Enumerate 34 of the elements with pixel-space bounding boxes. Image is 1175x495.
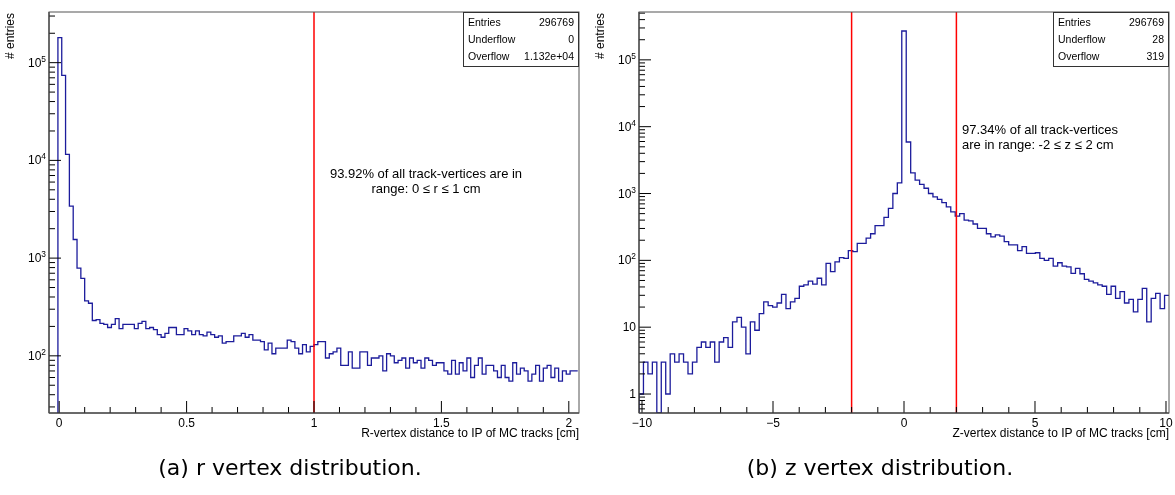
x-tick-label: 0 bbox=[900, 416, 908, 430]
annotation: 296769 bbox=[1128, 15, 1164, 30]
annotation: Underflow bbox=[468, 32, 516, 47]
y-axis-title: # entries bbox=[3, 13, 17, 60]
annotation: 97.34% of all track-vertices are in range: -2 ≤ z ≤ 2 cm bbox=[962, 122, 1119, 152]
y-tick-label: 10$^{2}$ bbox=[27, 346, 47, 363]
x-tick-label: 1 bbox=[310, 416, 318, 430]
x-tick-label: −10 bbox=[631, 416, 653, 430]
y-tick-label: 10$^{3}$ bbox=[27, 249, 47, 266]
annotation: Overflow bbox=[1058, 49, 1100, 64]
y-tick-label: 10$^{4}$ bbox=[617, 117, 637, 134]
y-axis-title: # entries bbox=[593, 13, 607, 60]
annotation: 1.132e+04 bbox=[524, 49, 574, 64]
y-tick-label: 1 bbox=[629, 387, 637, 402]
y-tick-label: 10$^{5}$ bbox=[617, 50, 637, 67]
x-tick-label: 0 bbox=[55, 416, 63, 430]
text: (b) z vertex distribution. bbox=[745, 455, 1015, 480]
x-tick-label: 0.5 bbox=[178, 416, 196, 430]
annotation: 93.92% of all track-vertices are in range: 0 ≤ r ≤ 1 cm bbox=[329, 166, 523, 196]
x-tick-label: −5 bbox=[766, 416, 781, 430]
annotation: 28 bbox=[1152, 32, 1164, 47]
y-tick-label: 10$^{4}$ bbox=[27, 151, 47, 168]
annotation: Entries bbox=[1058, 15, 1091, 30]
y-tick-label: 10 bbox=[622, 320, 637, 335]
annotation: 296769 bbox=[538, 15, 574, 30]
y-tick-label: 10$^{3}$ bbox=[617, 184, 637, 201]
annotation: Underflow bbox=[1058, 32, 1106, 47]
y-tick-label: 10$^{2}$ bbox=[617, 251, 637, 268]
text: (a) r vertex distribution. bbox=[157, 455, 423, 480]
annotation: Entries bbox=[468, 15, 501, 30]
annotation: 319 bbox=[1146, 49, 1164, 64]
y-tick-label: 10$^{5}$ bbox=[27, 53, 47, 70]
annotation: 0 bbox=[568, 32, 574, 47]
annotation: Overflow bbox=[468, 49, 510, 64]
